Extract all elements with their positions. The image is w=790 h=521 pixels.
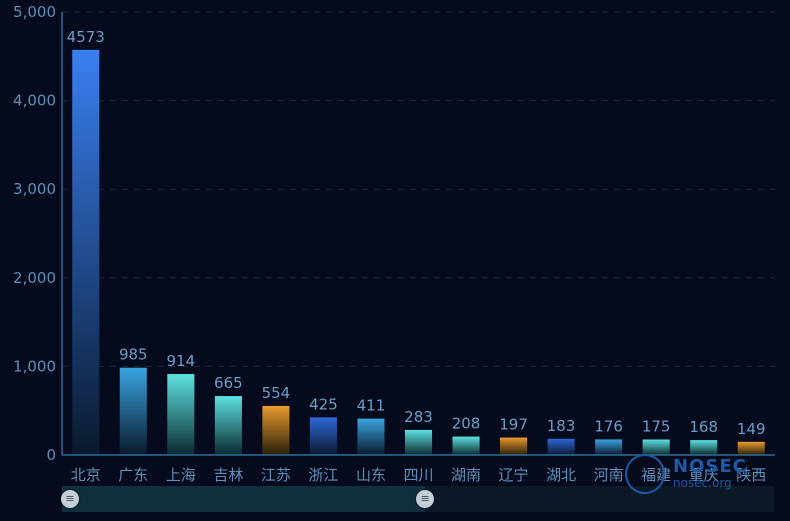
bar[interactable] xyxy=(119,367,147,455)
bar[interactable] xyxy=(595,439,623,455)
bar[interactable] xyxy=(642,439,670,455)
bar-value-label: 176 xyxy=(594,417,623,435)
x-category-label: 上海 xyxy=(166,466,196,484)
data-zoom-selected-range[interactable] xyxy=(62,486,426,512)
x-category-label: 陕西 xyxy=(736,466,766,484)
bar-value-label: 208 xyxy=(452,415,481,433)
bar-value-label: 149 xyxy=(737,420,766,438)
bar[interactable] xyxy=(737,441,765,455)
y-tick-label: 0 xyxy=(46,446,56,464)
value-labels: 4573 985 914 665 554 425 411 283 208 197 183 176 175… xyxy=(67,28,766,438)
bar-value-label: 283 xyxy=(404,408,433,426)
bar-value-label: 175 xyxy=(642,417,671,435)
bar-value-label: 914 xyxy=(167,352,196,370)
x-category-label: 江苏 xyxy=(261,466,291,484)
x-category-label: 河南 xyxy=(594,466,624,484)
bar[interactable] xyxy=(500,437,528,455)
bar-value-label: 197 xyxy=(499,416,528,434)
zoom-end-handle-icon[interactable]: ≡ xyxy=(416,490,435,508)
x-category-label: 辽宁 xyxy=(499,466,529,484)
bars xyxy=(72,49,765,455)
bar[interactable] xyxy=(357,418,385,455)
y-tick-label: 1,000 xyxy=(13,357,56,375)
x-category-label: 湖北 xyxy=(546,466,576,484)
bar[interactable] xyxy=(214,396,242,455)
x-category-label: 浙江 xyxy=(308,466,338,484)
bar[interactable] xyxy=(309,417,337,455)
x-category-label: 福建 xyxy=(641,466,671,484)
bar-value-label: 985 xyxy=(119,346,148,364)
grid-lines xyxy=(62,11,775,367)
bar-value-label: 554 xyxy=(262,384,291,402)
data-zoom-slider[interactable]: ≡ ≡ xyxy=(61,486,774,512)
y-tick-label: 3,000 xyxy=(13,180,56,198)
x-category-label: 山东 xyxy=(356,466,386,484)
bar-value-label: 425 xyxy=(309,395,338,413)
x-category-label: 重庆 xyxy=(689,466,719,484)
bar-value-label: 665 xyxy=(214,374,243,392)
bar-value-label: 168 xyxy=(689,418,718,436)
x-category-label: 湖南 xyxy=(451,466,481,484)
x-category-label: 四川 xyxy=(403,466,433,484)
x-axis-categories: 北京 广东 上海 吉林 江苏 浙江 山东 四川 湖南 辽宁 湖北 河南 福建 重庆 陕西 xyxy=(71,466,766,484)
bar[interactable] xyxy=(262,405,290,455)
bar-value-label: 4573 xyxy=(67,28,105,46)
bar-value-label: 411 xyxy=(357,397,386,415)
bar[interactable] xyxy=(452,436,480,455)
bar[interactable] xyxy=(72,49,100,455)
bar-value-label: 183 xyxy=(547,417,576,435)
y-tick-label: 4,000 xyxy=(13,92,56,110)
bar[interactable] xyxy=(690,440,718,455)
x-category-label: 吉林 xyxy=(213,466,243,484)
y-tick-label: 5,000 xyxy=(13,3,56,21)
y-axis-ticks: 0 1,000 2,000 3,000 4,000 5,000 xyxy=(13,3,56,464)
zoom-start-handle-icon[interactable]: ≡ xyxy=(61,490,79,508)
y-tick-label: 2,000 xyxy=(13,269,56,287)
bar[interactable] xyxy=(547,438,575,455)
bar[interactable] xyxy=(404,429,433,455)
x-category-label: 广东 xyxy=(118,466,148,484)
x-category-label: 北京 xyxy=(71,466,101,484)
bar[interactable] xyxy=(167,374,195,455)
